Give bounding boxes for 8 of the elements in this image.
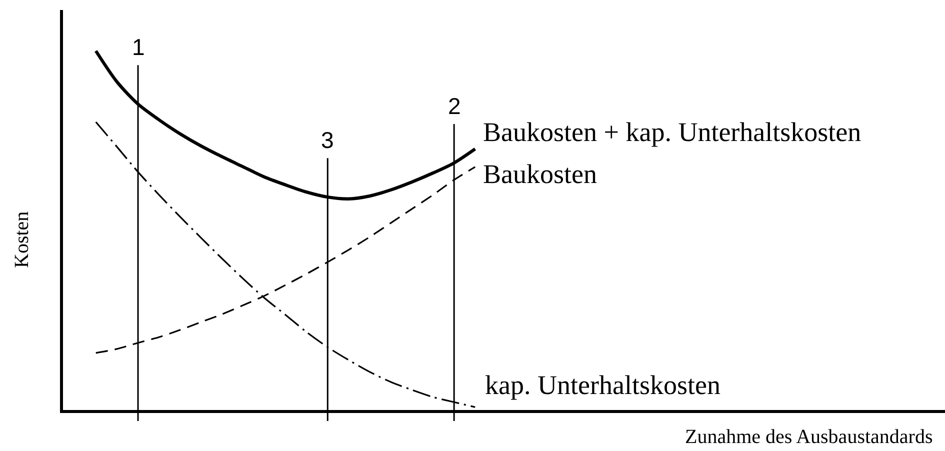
series-label: Baukosten + kap. Unterhaltskosten	[483, 117, 862, 147]
text: Zunahme des Ausbaustandards	[685, 426, 933, 448]
series-label: Baukosten	[483, 159, 598, 189]
y-axis-title: Kosten	[11, 211, 33, 268]
annotation: 1	[132, 34, 145, 60]
annotation: 3	[321, 127, 334, 153]
series-label: kap. Unterhaltskosten	[485, 370, 721, 400]
annotation: 2	[448, 93, 461, 119]
